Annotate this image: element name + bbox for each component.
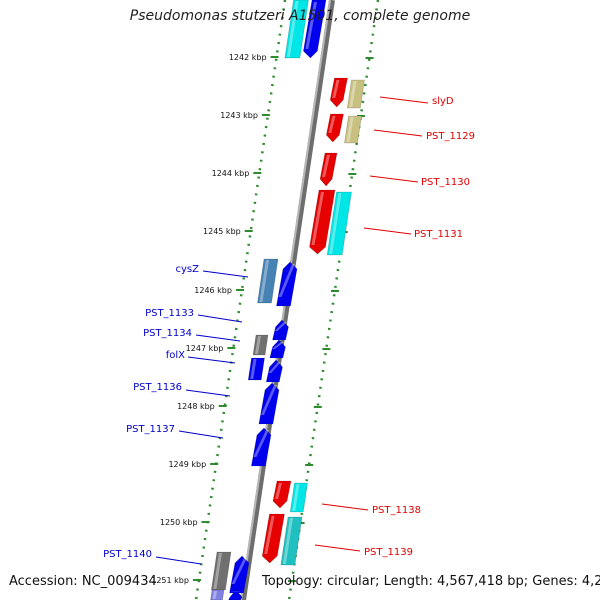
scale-label: 1248 kbp [177, 402, 215, 411]
leader-line-pst_1139 [314, 544, 361, 552]
leader-line-slyd [379, 96, 429, 104]
leader-line-folx [187, 356, 236, 364]
gene-block-PST_1138-partner [289, 482, 308, 513]
scale-label: 1243 kbp [220, 111, 258, 120]
gene-label-pst_1129[interactable]: PST_1129 [426, 131, 475, 142]
gene-block-PST_1140 [211, 551, 232, 591]
leader-line-pst_1136 [185, 389, 231, 397]
leader-line-pst_1137 [178, 430, 224, 439]
gene-block-slyD-partner [346, 79, 365, 109]
leader-line-pst_1130 [369, 175, 419, 183]
gene-label-folx[interactable]: folX [166, 350, 185, 361]
scale-label: 1245 kbp [203, 227, 241, 236]
gene-block-slyD [329, 77, 348, 108]
gene-label-pst_1140[interactable]: PST_1140 [103, 549, 152, 560]
scale-label: 1251 kbp [151, 576, 189, 585]
leader-line-cysz [202, 270, 249, 278]
gene-block-cyan-top [284, 0, 309, 59]
gene-block-PST_1133 [272, 319, 289, 341]
leader-line-pst_1138 [321, 503, 369, 511]
gene-block-PST_1139-partner [280, 516, 303, 566]
scale-label: 1242 kbp [229, 53, 267, 62]
leader-line-pst_1140 [155, 556, 202, 565]
scale-label: 1249 kbp [168, 460, 206, 469]
gene-label-pst_1134[interactable]: PST_1134 [143, 328, 192, 339]
gene-label-pst_1136[interactable]: PST_1136 [133, 382, 182, 393]
topology-text: Topology: circular; Length: 4,567,418 bp… [262, 574, 600, 589]
gene-label-pst_1138[interactable]: PST_1138 [372, 505, 421, 516]
gene-block-cysZ-partner [276, 261, 298, 307]
scale-label: 1250 kbp [160, 518, 198, 527]
gene-blocks [210, 0, 365, 601]
gene-label-slyd[interactable]: slyD [432, 96, 454, 107]
scale-label: 1246 kbp [194, 286, 232, 295]
gene-block-blue-top [303, 0, 327, 59]
gene-block-PST_1139 [261, 513, 285, 564]
gene-block-PST_1138 [272, 480, 292, 509]
leader-line-pst_1134 [195, 334, 241, 342]
gene-block-PST_1131-partner [326, 191, 352, 256]
gene-block-PST_1134 [252, 334, 269, 356]
scale-label: 1244 kbp [212, 169, 250, 178]
gene-label-pst_1139[interactable]: PST_1139 [364, 547, 413, 558]
gene-label-pst_1133[interactable]: PST_1133 [145, 308, 194, 319]
gene-block-bottom-lavender [210, 589, 225, 601]
gene-block-folX [247, 357, 265, 381]
scale-ticks: 1242 kbp 1243 kbp 1244 kbp 1245 kbp 1246 kbp… [151, 53, 374, 585]
gene-block-folX-partner [265, 359, 283, 383]
gene-block-PST_1130 [319, 152, 338, 187]
gene-block-PST_1134-partner [269, 339, 286, 359]
map-title: Pseudomonas stutzeri A1501, complete gen… [129, 8, 471, 24]
gene-block-PST_1129 [326, 113, 344, 143]
accession-text: Accession: NC_009434 [9, 574, 157, 589]
gene-block-cysZ [257, 258, 279, 304]
gene-label-pst_1137[interactable]: PST_1137 [126, 424, 175, 435]
gene-label-pst_1131[interactable]: PST_1131 [414, 229, 463, 240]
scale-label: 1247 kbp [186, 344, 224, 353]
leader-line-pst_1133 [197, 314, 243, 323]
gene-label-pst_1130[interactable]: PST_1130 [421, 177, 470, 188]
leader-line-pst_1129 [373, 129, 423, 137]
gene-block-PST_1131 [309, 189, 336, 255]
gene-labels: slyD PST_1129 PST_1130 PST_1131 cysZ PST_1133… [103, 96, 475, 565]
gene-block-PST_1129-partner [344, 115, 362, 144]
gene-block-PST_1136 [258, 382, 280, 425]
gene-label-cysz[interactable]: cysZ [176, 264, 200, 275]
leader-line-pst_1131 [363, 227, 412, 235]
gene-block-PST_1137 [251, 427, 272, 467]
